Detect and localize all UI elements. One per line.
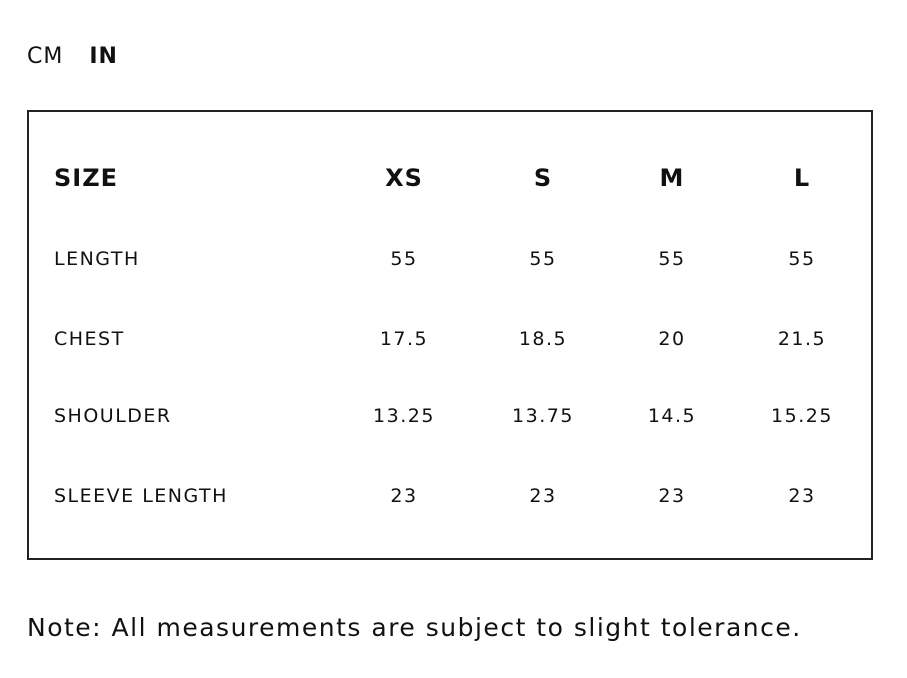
table-cell: 23 bbox=[390, 485, 418, 507]
table-cell: 55 bbox=[390, 248, 418, 270]
table-cell: S bbox=[533, 164, 553, 192]
table-cell: 15.25 bbox=[771, 405, 833, 427]
table-cell: 13.25 bbox=[373, 405, 435, 427]
table-cell: XS bbox=[385, 164, 423, 192]
table-cell: 20 bbox=[658, 328, 686, 350]
unit-toggle: CM IN bbox=[27, 44, 136, 69]
table-row: LENGTH 55 55 55 55 bbox=[29, 248, 871, 278]
row-label: LENGTH bbox=[54, 248, 140, 270]
table-cell: 23 bbox=[788, 485, 816, 507]
table-cell: 14.5 bbox=[647, 405, 697, 427]
row-label: SIZE bbox=[54, 164, 119, 192]
row-label: CHEST bbox=[54, 328, 125, 350]
table-cell: 21.5 bbox=[777, 328, 827, 350]
table-cell: M bbox=[659, 164, 685, 192]
table-cell: 17.5 bbox=[379, 328, 429, 350]
table-cell: 55 bbox=[788, 248, 816, 270]
table-cell: 13.75 bbox=[512, 405, 574, 427]
table-cell: 55 bbox=[529, 248, 557, 270]
table-cell: 23 bbox=[658, 485, 686, 507]
table-cell: 55 bbox=[658, 248, 686, 270]
unit-cm-button[interactable]: CM bbox=[27, 44, 64, 69]
table-row: CHEST 17.5 18.5 20 21.5 bbox=[29, 328, 871, 358]
table-row: SLEEVE LENGTH 23 23 23 23 bbox=[29, 485, 871, 515]
table-cell: 23 bbox=[529, 485, 557, 507]
table-cell: L bbox=[793, 164, 811, 192]
tolerance-note: Note: All measurements are subject to sl… bbox=[27, 613, 802, 642]
table-cell: 18.5 bbox=[518, 328, 568, 350]
table-row: SHOULDER 13.25 13.75 14.5 15.25 bbox=[29, 405, 871, 435]
size-chart-table: SIZE XS S M L LENGTH 55 55 55 55 CHEST 17.5 18.5 20 21… bbox=[27, 110, 873, 560]
row-label: SLEEVE LENGTH bbox=[54, 485, 228, 507]
row-label: SHOULDER bbox=[54, 405, 172, 427]
unit-in-button[interactable]: IN bbox=[89, 44, 118, 69]
table-header-row: SIZE XS S M L bbox=[29, 164, 871, 194]
